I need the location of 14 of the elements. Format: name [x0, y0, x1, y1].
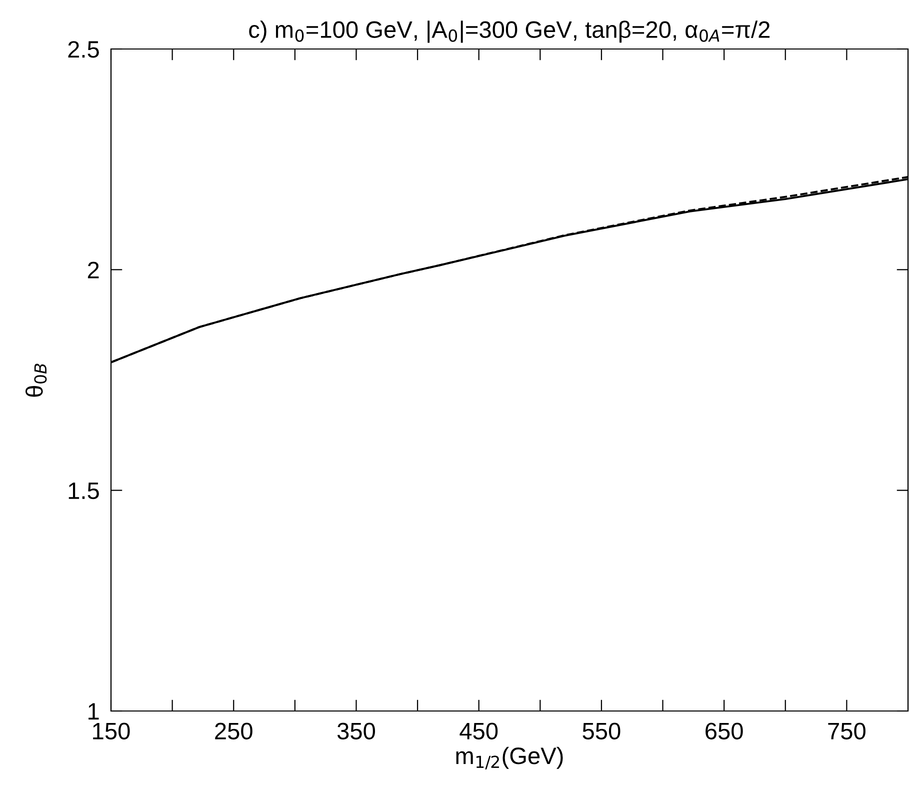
x-tick-label: 350 [337, 722, 376, 740]
y-tick-label: 2.5 [68, 41, 99, 58]
x-axis-title: m$_{1/2}$(GeV) [456, 746, 563, 770]
chart-title: c) m$_{0}$=100 GeV, |A$_{0}$|=300 GeV, tanβ=20, α$_{0A}$=π/2 [249, 20, 770, 43]
x-tick-label: 550 [582, 722, 620, 740]
x-tick-label: 750 [828, 722, 866, 740]
x-tick-label: 650 [706, 722, 743, 740]
y-axis-title: θ$_{0B}$ [25, 364, 47, 397]
x-tick-label: 150 [93, 722, 130, 740]
y-tick-label: 1 [88, 703, 99, 720]
y-tick-label: 2 [88, 262, 99, 278]
x-tick-label: 450 [460, 722, 498, 740]
x-tick-label: 250 [215, 722, 252, 740]
y-tick-label: 1.5 [68, 482, 99, 500]
